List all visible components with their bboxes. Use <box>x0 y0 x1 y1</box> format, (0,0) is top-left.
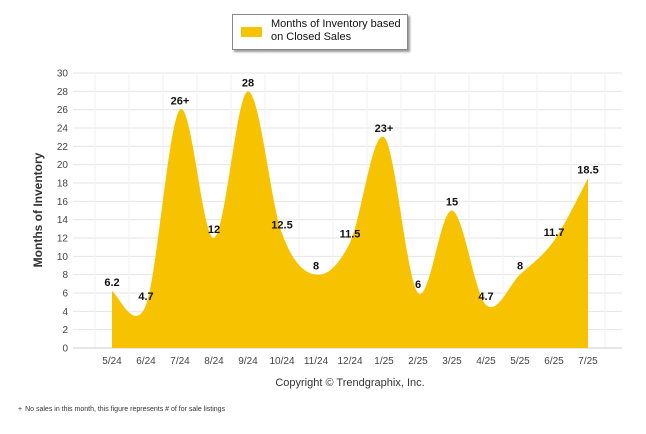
footnote-text: No sales in this month, this figure repr… <box>25 406 226 413</box>
x-tick-label: 7/24 <box>170 356 190 367</box>
data-label: 12.5 <box>271 219 292 231</box>
x-tick-label: 8/24 <box>204 356 224 367</box>
x-tick-label: 5/25 <box>510 356 530 367</box>
copyright-text: Copyright © Trendgraphix, Inc. <box>275 377 425 389</box>
area-series <box>112 91 588 348</box>
data-label: 12 <box>208 224 220 236</box>
data-labels: 6.2 4.7 26+ 12 28 12.5 8 11.5 23+ 6 15 4.7 8 11.7 18.5 <box>104 77 598 303</box>
legend-label: Months of Inventory based on Closed Sale… <box>271 18 401 43</box>
y-tick-label: 18 <box>57 179 69 190</box>
y-tick-label: 10 <box>57 252 69 263</box>
data-label: 11.5 <box>340 229 361 241</box>
x-tick-label: 11/24 <box>304 356 329 367</box>
footnote-symbol: + <box>18 406 23 413</box>
data-label: 6 <box>415 279 421 291</box>
data-label: 18.5 <box>577 164 598 176</box>
data-label: 11.7 <box>544 227 565 239</box>
x-tick-label: 9/24 <box>238 356 258 367</box>
legend-swatch <box>241 27 262 37</box>
y-tick-label: 2 <box>62 325 68 336</box>
series-area <box>112 91 588 348</box>
y-tick-label: 30 <box>57 69 69 80</box>
x-tick-label: 7/25 <box>578 356 598 367</box>
y-tick-label: 0 <box>62 344 68 355</box>
data-label: 26+ <box>171 96 190 108</box>
x-tick-label: 4/25 <box>476 356 496 367</box>
y-tick-label: 12 <box>57 234 69 245</box>
y-tick-label: 14 <box>57 215 69 226</box>
legend: Months of Inventory based on Closed Sale… <box>232 14 408 50</box>
data-label: 15 <box>446 197 458 209</box>
x-axis-ticks: 5/24 6/24 7/24 8/24 9/24 10/24 11/24 12/24 1/25 2… <box>102 356 598 367</box>
data-label: 8 <box>517 261 523 273</box>
y-axis-title: Months of Inventory <box>31 152 45 268</box>
y-tick-label: 20 <box>57 160 69 171</box>
y-tick-label: 24 <box>57 124 69 135</box>
y-tick-label: 8 <box>62 270 68 281</box>
y-tick-label: 26 <box>57 105 69 116</box>
y-tick-label: 22 <box>57 142 69 153</box>
x-tick-label: 3/25 <box>442 356 462 367</box>
data-label: 4.7 <box>478 291 493 303</box>
data-label: 28 <box>242 77 254 89</box>
x-tick-label: 6/24 <box>136 356 156 367</box>
y-tick-label: 4 <box>62 307 68 318</box>
y-tick-label: 16 <box>57 197 69 208</box>
data-label: 6.2 <box>104 277 119 289</box>
y-tick-label: 6 <box>62 289 68 300</box>
x-tick-label: 6/25 <box>544 356 564 367</box>
data-label: 4.7 <box>138 291 153 303</box>
data-label: 8 <box>313 261 319 273</box>
x-tick-label: 12/24 <box>337 356 362 367</box>
x-tick-label: 5/24 <box>102 356 122 367</box>
x-tick-label: 1/25 <box>374 356 394 367</box>
footnote: + No sales in this month, this figure rep… <box>18 406 228 413</box>
data-label: 23+ <box>375 123 394 135</box>
y-tick-label: 28 <box>57 87 69 98</box>
x-tick-label: 2/25 <box>408 356 428 367</box>
x-tick-label: 10/24 <box>269 356 294 367</box>
